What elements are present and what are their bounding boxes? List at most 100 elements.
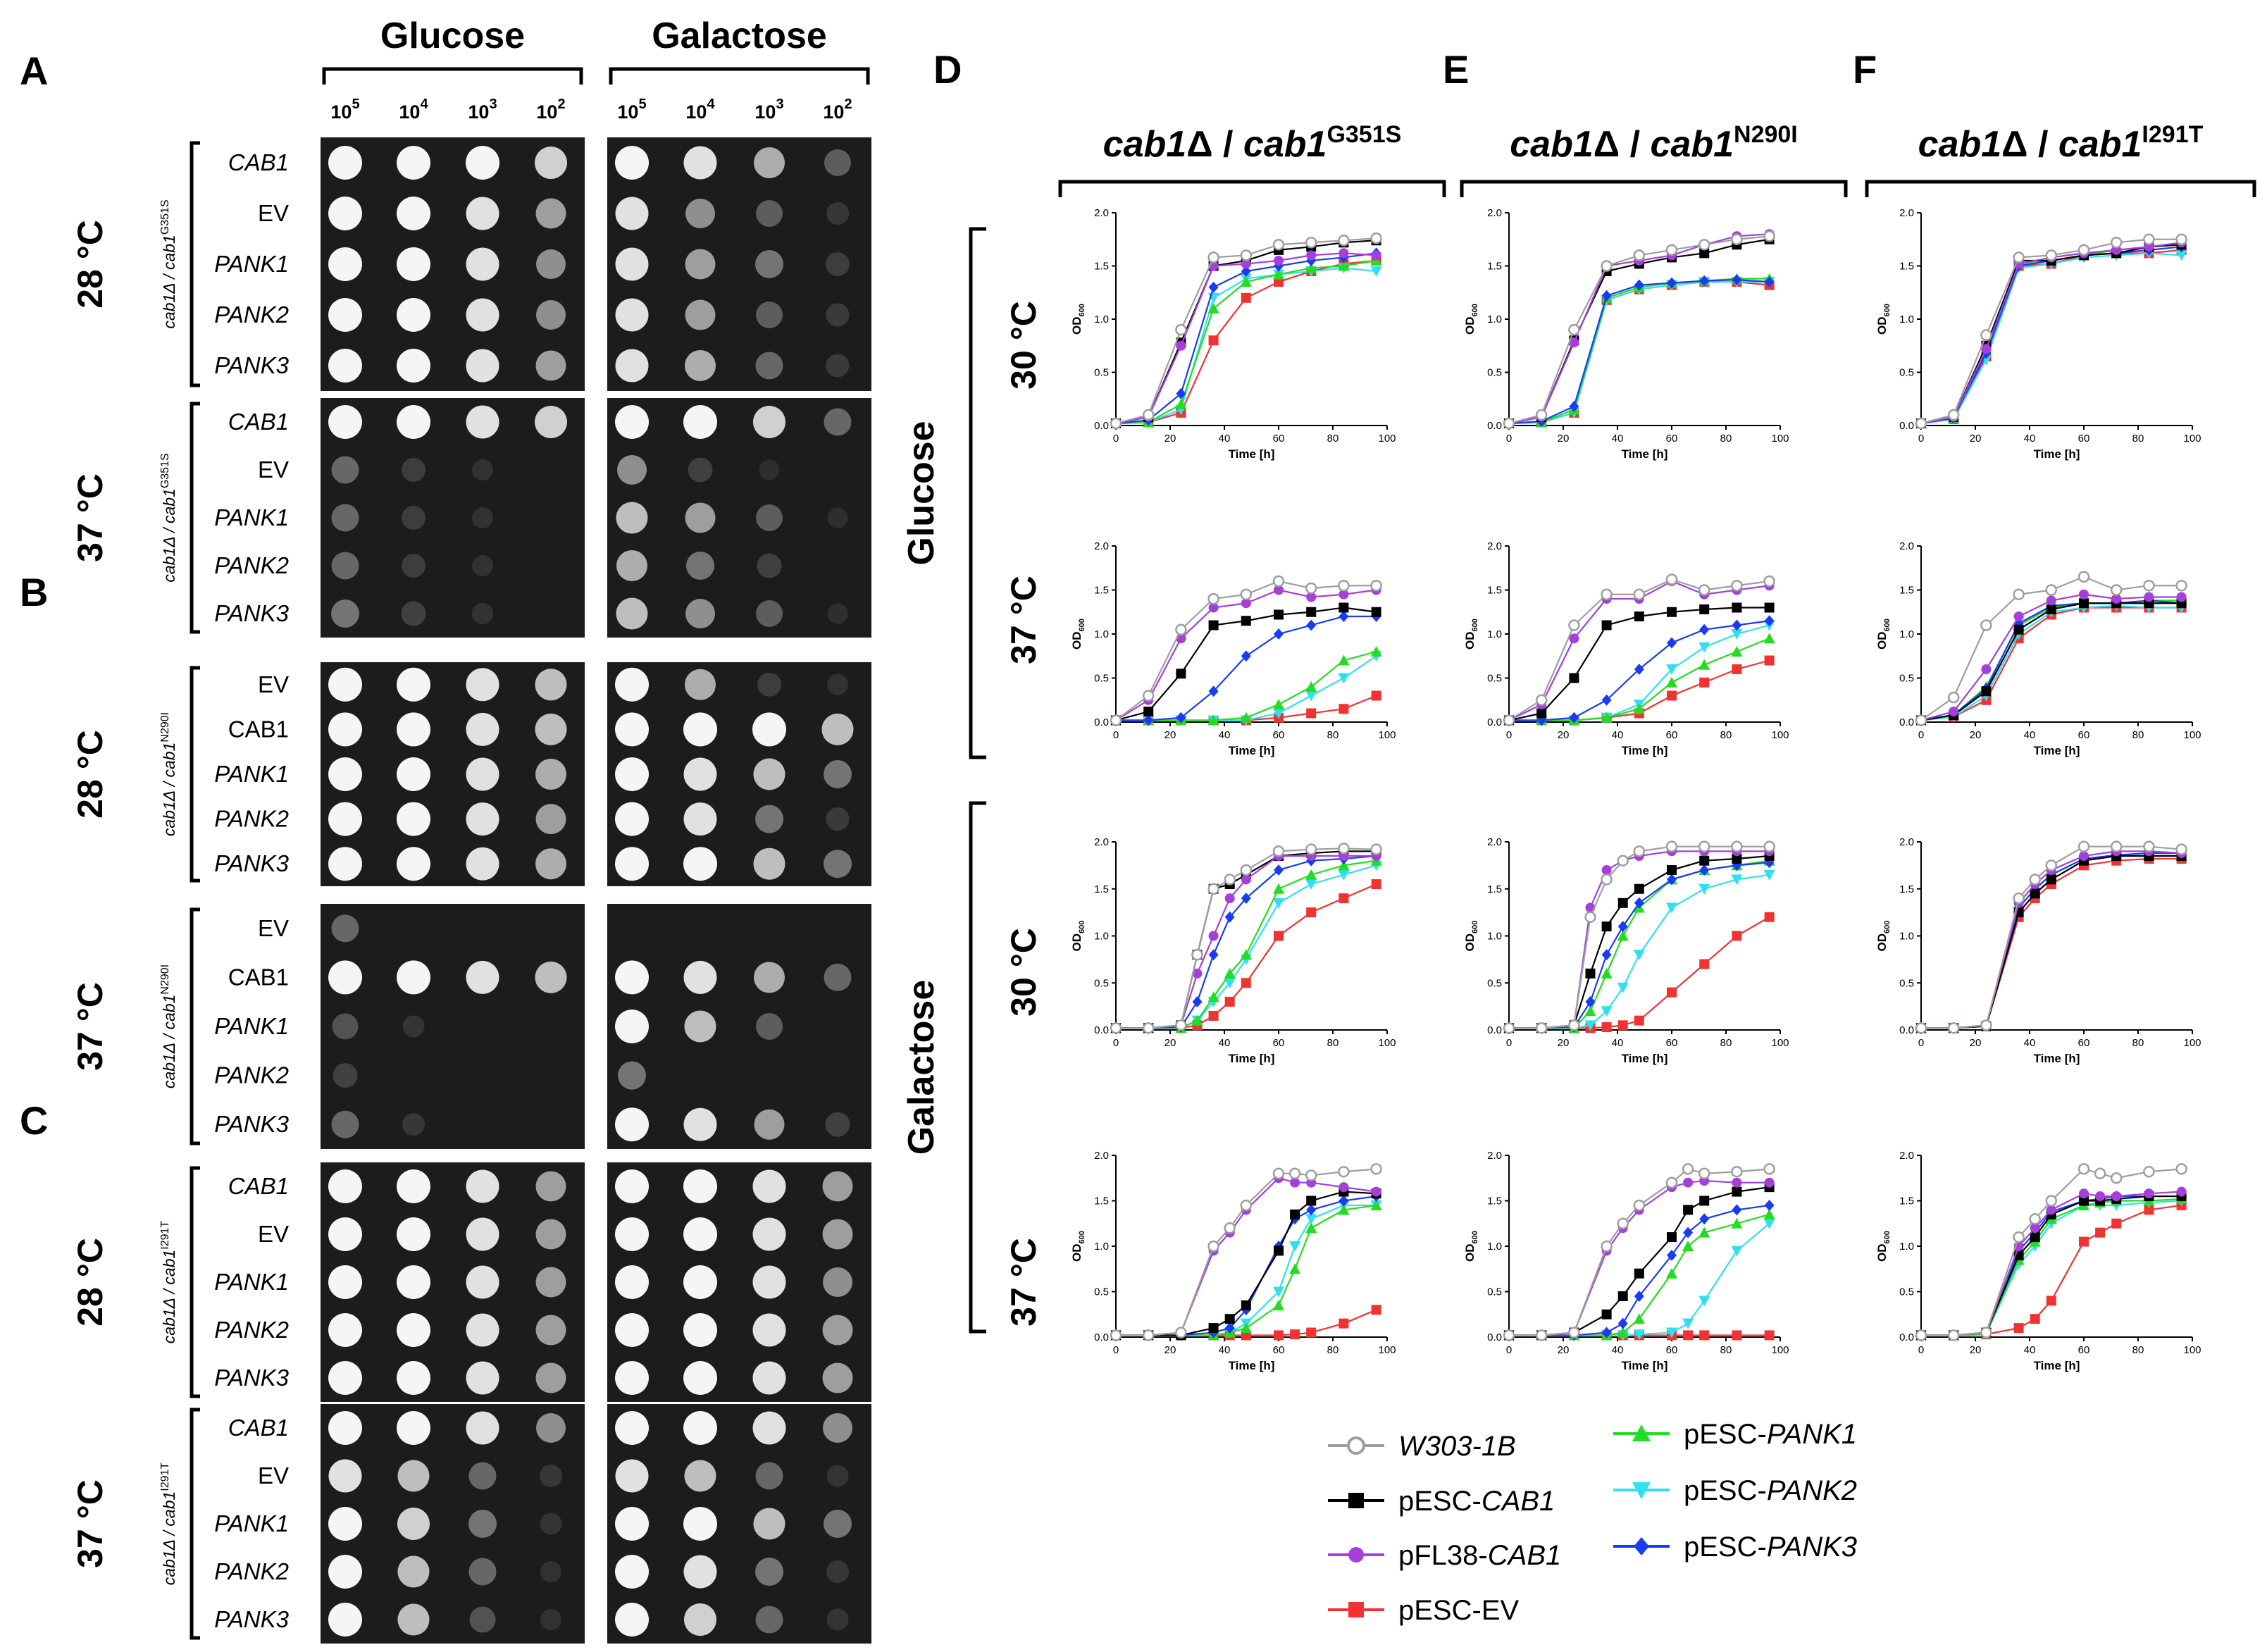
data-point bbox=[1763, 1218, 1775, 1229]
colony-spot bbox=[397, 146, 430, 180]
x-tick-text: 0 bbox=[1506, 433, 1512, 445]
x-tick-label: 20 bbox=[1164, 729, 1176, 741]
data-point bbox=[1207, 714, 1219, 726]
colony-spot bbox=[397, 1169, 430, 1203]
data-point bbox=[1764, 912, 1775, 922]
x-tick-label: 40 bbox=[1612, 729, 1624, 741]
data-point bbox=[1370, 1199, 1382, 1210]
y-axis-text: OD bbox=[1875, 631, 1889, 650]
colony-spot bbox=[752, 1361, 786, 1395]
data-point bbox=[1305, 843, 1317, 855]
strain-row-text: PANK1 bbox=[214, 1013, 289, 1039]
data-point bbox=[1915, 1329, 1927, 1341]
legend-marker bbox=[1348, 1493, 1364, 1508]
colony-spot bbox=[328, 197, 362, 230]
y-tick-label: 1.0 bbox=[1094, 931, 1109, 943]
data-point bbox=[1731, 629, 1743, 640]
data-point bbox=[2045, 249, 2058, 261]
legend-item-pESC_EV: pESC-EV bbox=[1328, 1595, 1519, 1626]
data-point bbox=[1665, 840, 1678, 852]
x-tick-text: 20 bbox=[1164, 433, 1176, 445]
x-tick-label: 40 bbox=[2024, 1037, 2036, 1049]
data-point bbox=[1698, 642, 1710, 653]
colony-spot bbox=[683, 1411, 717, 1445]
y-axis-label: OD600 bbox=[1070, 619, 1086, 650]
colony-spot bbox=[328, 712, 362, 747]
mutation-superscript: I291T bbox=[2142, 121, 2203, 148]
data-point bbox=[1980, 1019, 1992, 1031]
series-pESC_PANK1 bbox=[1110, 254, 1382, 428]
colony-spot bbox=[615, 1265, 649, 1299]
colony-spot bbox=[397, 757, 430, 791]
data-point bbox=[1110, 417, 1122, 430]
strain-row-text: PANK2 bbox=[214, 1317, 289, 1343]
strain-bracket bbox=[190, 1408, 200, 1640]
data-point bbox=[1370, 266, 1382, 278]
data-point bbox=[1274, 931, 1284, 941]
series-W303 bbox=[1915, 840, 2187, 1034]
genotype-text: cab1Δ / cab1 bbox=[160, 1491, 178, 1586]
x-axis-label: Time [h] bbox=[1229, 447, 1275, 461]
x-tick-label: 100 bbox=[1771, 1344, 1789, 1356]
x-tick-text: 60 bbox=[1273, 729, 1285, 741]
colony-spot bbox=[822, 1171, 853, 1202]
y-tick-label: 0.5 bbox=[1487, 977, 1502, 989]
data-point bbox=[1763, 869, 1775, 881]
colony-spot bbox=[615, 146, 649, 180]
series-line bbox=[1115, 267, 1377, 425]
x-tick-text: 0 bbox=[1113, 433, 1119, 445]
data-point bbox=[1240, 1199, 1253, 1212]
strain-row-text: PANK3 bbox=[214, 850, 289, 876]
data-point bbox=[1535, 1329, 1548, 1341]
data-point bbox=[1980, 329, 1992, 341]
x-tick-text: 20 bbox=[1558, 1344, 1570, 1356]
x-tick-label: 20 bbox=[1164, 1344, 1176, 1356]
x-tick-text: 80 bbox=[1327, 1037, 1339, 1049]
x-tick-text: 100 bbox=[1378, 1037, 1396, 1049]
data-point bbox=[2046, 874, 2056, 885]
genotype-label: cab1Δ / cab1G351S bbox=[159, 199, 178, 328]
x-axis-label: Time [h] bbox=[1229, 1359, 1275, 1372]
data-point bbox=[1338, 843, 1350, 855]
legend-label: pESC-PANK2 bbox=[1684, 1475, 1857, 1506]
growth-temperature-text: 37 °C bbox=[1004, 1238, 1043, 1327]
colony-spot bbox=[826, 1608, 849, 1631]
y-tick-label: 0.5 bbox=[1094, 1286, 1109, 1298]
x-tick-label: 100 bbox=[1378, 1344, 1396, 1356]
colony-spot bbox=[683, 1265, 717, 1299]
y-axis-label: OD600 bbox=[1070, 921, 1086, 952]
data-point bbox=[2029, 1213, 2041, 1225]
data-point bbox=[2079, 1195, 2089, 1206]
x-tick-label: 20 bbox=[1558, 433, 1570, 445]
series-W303 bbox=[1915, 233, 2187, 430]
data-point bbox=[1338, 654, 1350, 666]
colony-spot bbox=[472, 459, 493, 480]
y-axis-label: OD600 bbox=[1875, 304, 1892, 335]
x-tick-label: 100 bbox=[1771, 433, 1789, 445]
medium-label: Glucose bbox=[380, 15, 525, 56]
legend-marker bbox=[1632, 1424, 1651, 1441]
data-point bbox=[2077, 244, 2090, 256]
x-tick-label: 40 bbox=[1612, 433, 1624, 445]
x-tick-text: 100 bbox=[1378, 729, 1396, 741]
data-point bbox=[2110, 584, 2123, 596]
y-tick-label: 0.5 bbox=[1487, 1286, 1502, 1298]
data-point bbox=[1305, 1169, 1317, 1181]
temperature-label: 37 °C bbox=[70, 1479, 110, 1568]
panel-letter: E bbox=[1443, 47, 1469, 92]
colony-spot bbox=[328, 802, 362, 836]
y-tick-text: 1.0 bbox=[1487, 313, 1502, 325]
colony-spot bbox=[397, 1555, 430, 1588]
x-tick-label: 20 bbox=[1558, 729, 1570, 741]
y-tick-text: 1.5 bbox=[1487, 883, 1502, 895]
y-tick-text: 0.0 bbox=[1899, 1331, 1914, 1343]
data-point bbox=[1699, 1330, 1710, 1341]
data-point bbox=[2077, 840, 2090, 852]
x-tick-text: 20 bbox=[1558, 433, 1570, 445]
data-point bbox=[1915, 714, 1927, 726]
data-point bbox=[1224, 874, 1236, 886]
y-tick-label: 2.0 bbox=[1094, 836, 1109, 848]
data-point bbox=[1370, 646, 1382, 657]
data-point bbox=[2176, 592, 2187, 602]
data-point bbox=[1272, 1167, 1285, 1180]
